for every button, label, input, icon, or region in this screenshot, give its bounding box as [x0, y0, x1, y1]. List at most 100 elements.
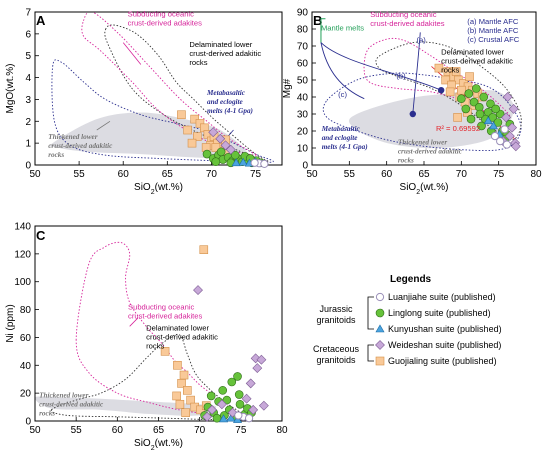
- legend-group-cretaceous: Cretaceous granitoids: [308, 344, 364, 366]
- legend-label-guojialing: Guojialing suite (published): [388, 356, 497, 366]
- annotation-line-B-2-1: crust-derived adakitic: [441, 57, 513, 66]
- point-B-square-17: [445, 87, 455, 97]
- x-tick-label-B-50: 50: [306, 169, 318, 180]
- x-tick-label-C-75: 75: [235, 425, 247, 436]
- point-A-square-0: [177, 110, 186, 120]
- x-tick-label-B-65: 65: [418, 169, 430, 180]
- point-A-diamond-1: [215, 133, 226, 144]
- x-axis-label-rest-A: (wt.%): [155, 182, 183, 193]
- point-B-square-13: [465, 72, 474, 81]
- field-subducting-oceanic-crust: [81, 12, 258, 156]
- point-A-circle-15: [211, 157, 221, 167]
- x-tick-label-B-60: 60: [381, 169, 393, 180]
- y-tick-label-A-0: 0: [25, 161, 31, 172]
- y-tick-label-B-80: 80: [297, 25, 309, 36]
- point-C-diamond-8: [216, 399, 227, 410]
- y-tick-label-B-40: 40: [297, 93, 309, 104]
- point-B-circle-2: [469, 97, 479, 107]
- annotation-line-B-8-0: Thickened lower: [398, 139, 448, 147]
- annotation-line-B-7-0: Metabasaltic: [321, 125, 361, 133]
- point-C-square-3: [179, 370, 189, 380]
- point-C-square-2: [173, 360, 182, 370]
- legend: Legends Jurassic granitoids Cretaceous g…: [308, 270, 548, 380]
- y-tick-label-B-20: 20: [297, 127, 309, 138]
- point-B-diamond-7: [502, 92, 513, 102]
- point-B-circle-open-1: [502, 140, 511, 149]
- annotation-line-C-1-1: crust-derived adakitic: [146, 332, 218, 341]
- point-C-square-4: [177, 379, 186, 388]
- annotation-line-B-5-0: (b): [396, 71, 406, 80]
- legend-marker-square: [375, 356, 385, 366]
- annotation-line-B-0-0: Mantle melts: [321, 24, 364, 33]
- point-B-square-14: [457, 85, 466, 95]
- x-tick-label-C-80: 80: [276, 425, 288, 436]
- point-C-diamond-10: [227, 407, 238, 418]
- x-tick-label-B-80: 80: [530, 169, 542, 180]
- panel-B-markers: [434, 63, 521, 152]
- legend-title: Legends: [390, 274, 432, 285]
- point-A-circle-11: [230, 150, 240, 160]
- point-C-circle-open-1: [244, 414, 254, 423]
- legend-bracket-cretaceous: [367, 344, 374, 362]
- legend-group-cretaceous-line1: Cretaceous: [312, 344, 360, 354]
- y-tick-label-A-2: 2: [25, 117, 31, 128]
- y-axis-label-C: Ni (ppm): [5, 304, 16, 342]
- annotation-A-1: Delaminated lower crust-derived adakitic r…: [189, 40, 261, 67]
- y-axis-label-B: Mg#: [282, 78, 293, 98]
- y-tick-label-C-60: 60: [20, 333, 32, 344]
- x-axis-label-sub-C: 2: [151, 445, 155, 452]
- point-C-square-0: [199, 245, 209, 254]
- y-tick-label-C-20: 20: [20, 389, 32, 400]
- y-tick-label-A-7: 7: [25, 8, 31, 19]
- annotation-B-7: Metabasaltic and eclogite melts (4-1 Gpa): [321, 125, 368, 151]
- x-tick-label-A-50: 50: [29, 169, 41, 180]
- point-B-circle-11: [486, 99, 495, 109]
- annotation-line-A-3-2: rocks: [48, 151, 64, 159]
- legend-graphics: [367, 292, 385, 366]
- y-tick-label-B-70: 70: [297, 42, 309, 53]
- annotation-line-B-3-1: (b) Mantle AFC: [467, 26, 519, 35]
- annotation-line-B-2-0: Delaminated lower: [441, 48, 504, 57]
- point-B-circle-open-3: [500, 125, 509, 134]
- afc-point-0: [437, 87, 445, 94]
- point-C-diamond-9: [248, 404, 259, 415]
- legend-group-jurassic-line1: Jurassic: [319, 304, 353, 314]
- x-axis-label-A: SiO2(wt.%): [134, 182, 183, 196]
- annotation-line-A-0-1: crust-derived adakites: [128, 18, 202, 27]
- point-C-square-5: [183, 386, 192, 395]
- annotation-line-C-0-0: Subducting oceanic: [128, 303, 194, 312]
- x-tick-label-C-65: 65: [153, 425, 165, 436]
- point-B-circle-0: [457, 94, 466, 103]
- arrow-subducting-C: [129, 317, 139, 327]
- annotation-line-A-2-2: melts (4-1 Gpa): [207, 107, 253, 115]
- panel-label-C: C: [36, 228, 46, 243]
- panel-C-markers: [160, 245, 269, 423]
- legend-label-linglong: Linglong suite (published): [388, 308, 491, 318]
- point-B-diamond-6: [510, 141, 521, 152]
- annotation-line-B-4-0: (a): [417, 36, 427, 45]
- point-B-square-11: [441, 75, 450, 85]
- point-A-square-13: [193, 132, 202, 141]
- afc-point-1: [409, 110, 416, 118]
- point-C-diamond-4: [245, 378, 256, 389]
- panel-B: 50 55 60 65 70 75 80 0 10 20 30 40 50 60 70 80 90 SiO2(wt…: [282, 8, 542, 196]
- point-C-diamond-7: [207, 404, 217, 415]
- point-B-circle-14: [491, 104, 500, 114]
- point-C-diamond-2: [256, 354, 267, 365]
- afc-curve-c: [320, 42, 365, 100]
- y-tick-label-A-6: 6: [25, 29, 31, 40]
- annotation-line-C-2-1: crust-derived adakitic: [39, 400, 104, 408]
- panel-A: 50 55 60 65 70 75 0 1 2 3 4 5 6 7 SiO2(wt.%) MgO(wt.%) A…: [5, 8, 283, 196]
- arrow-subducting-A: [122, 42, 142, 65]
- annotation-line-B-8-2: rocks: [398, 157, 414, 165]
- annotation-line-B-7-1: and eclogite: [322, 134, 359, 142]
- point-A-diamond-0: [208, 127, 219, 138]
- annotation-C-1: Delaminated lower crust-derived adakitic r…: [146, 323, 218, 350]
- y-tick-label-C-140: 140: [14, 222, 31, 233]
- point-A-square-14: [187, 138, 197, 148]
- annotation-A-3: Thickened lower crust-derived adakitic roc…: [48, 133, 113, 159]
- annotation-line-A-0-0: Subducting oceanic: [128, 9, 194, 18]
- x-tick-label-B-70: 70: [456, 169, 468, 180]
- x-tick-label-C-70: 70: [194, 425, 206, 436]
- panel-A-frame: [34, 11, 283, 166]
